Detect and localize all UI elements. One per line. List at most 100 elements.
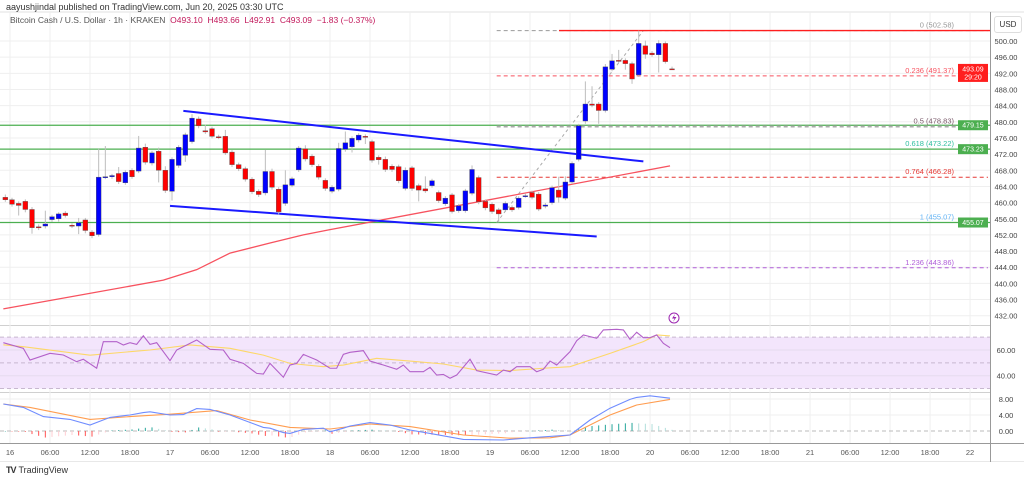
candle <box>622 58 628 70</box>
candle <box>342 131 348 152</box>
candle-body <box>222 136 228 154</box>
macd-histogram-bar <box>458 431 460 436</box>
candle <box>536 192 542 212</box>
macd-histogram-bar <box>411 431 413 435</box>
candle <box>129 168 135 179</box>
candle-body <box>502 203 508 211</box>
candle <box>322 178 328 191</box>
candle-body <box>476 177 482 202</box>
candle-body <box>136 147 142 172</box>
candle-body <box>529 192 535 198</box>
candle-body <box>582 103 588 122</box>
ohlc-open: O493.10 <box>170 15 203 25</box>
candle-body <box>422 188 428 192</box>
candle <box>289 176 295 188</box>
macd-histogram-bar <box>24 431 26 432</box>
candle-body <box>409 167 415 189</box>
candle <box>156 147 162 183</box>
candle <box>276 187 282 215</box>
tradingview-logo[interactable]: TV TradingView <box>6 465 68 475</box>
candle-body <box>142 147 148 163</box>
macd-line <box>3 395 671 441</box>
candle <box>462 188 468 213</box>
price-axis-label: 452.00 <box>995 231 1018 240</box>
candle <box>456 203 462 213</box>
rsi-ma-line <box>3 334 671 372</box>
candle <box>9 197 15 207</box>
macd-histogram-bar <box>378 429 380 431</box>
macd-histogram-bar <box>304 431 306 433</box>
macd-histogram-bar <box>131 429 133 431</box>
macd-histogram-bar <box>31 431 33 435</box>
time-axis-label: 12:00 <box>241 448 260 457</box>
candle <box>102 146 108 180</box>
candle <box>316 164 322 180</box>
candle <box>196 116 202 129</box>
macd-histogram-bar <box>251 431 253 434</box>
candle <box>16 201 22 216</box>
candle <box>122 170 128 185</box>
candle <box>516 196 522 210</box>
candle <box>262 149 268 196</box>
price-badge-bg <box>958 217 988 228</box>
time-axis-label: 18 <box>326 448 334 457</box>
macd-histogram-bar <box>331 431 333 434</box>
candle <box>362 134 368 145</box>
time-axis-label: 21 <box>806 448 814 457</box>
macd-histogram-bar <box>4 431 6 432</box>
candle-body <box>456 205 462 211</box>
candle <box>149 150 155 166</box>
ohlc-low: L492.91 <box>244 15 276 25</box>
candle <box>269 168 275 190</box>
candle <box>642 40 648 59</box>
price-axis-label: 496.00 <box>995 53 1018 62</box>
candle <box>256 189 262 197</box>
candle-body <box>389 166 395 170</box>
candle-body <box>436 192 442 201</box>
macd-histogram-bar <box>631 422 633 431</box>
macd-histogram-bar <box>491 431 493 434</box>
macd-histogram-bar <box>78 431 80 436</box>
candle <box>582 81 588 124</box>
price-axis-label: 448.00 <box>995 247 1018 256</box>
candle <box>402 167 408 191</box>
ema-line <box>3 165 671 310</box>
time-axis-label: 18:00 <box>441 448 460 457</box>
macd-histogram-bar <box>138 428 140 431</box>
macd-histogram-bar <box>51 431 53 437</box>
price-badge: 455.07 <box>958 217 988 228</box>
candle <box>576 123 582 162</box>
candle-body <box>216 136 222 138</box>
macd-histogram-bar <box>584 427 586 431</box>
currency-button[interactable]: USD <box>994 16 1022 33</box>
candle <box>449 192 455 214</box>
rsi-axis-label: 40.00 <box>997 372 1016 381</box>
candle-body <box>16 203 22 206</box>
candle-body <box>369 141 375 161</box>
price-axis-label: 440.00 <box>995 279 1018 288</box>
candle <box>296 146 302 172</box>
candle-body <box>309 155 315 165</box>
price-axis-label: 460.00 <box>995 199 1018 208</box>
lightning-icon[interactable] <box>668 312 680 324</box>
macd-histogram-bar <box>191 429 193 431</box>
candle-body <box>669 68 675 71</box>
candle-body <box>636 43 642 76</box>
time-axis-label: 18:00 <box>601 448 620 457</box>
time-axis-label: 12:00 <box>81 448 100 457</box>
channel-trendline <box>169 204 597 238</box>
macd-histogram-bar <box>431 431 433 435</box>
candle-body <box>249 178 255 192</box>
macd-histogram-bar <box>611 424 613 431</box>
candle-body <box>82 219 88 231</box>
candle-body <box>489 204 495 212</box>
candle <box>189 114 195 144</box>
price-badge: 473.23 <box>958 144 988 155</box>
macd-histogram-bar <box>38 431 40 436</box>
macd-histogram-bar <box>638 423 640 431</box>
macd-histogram-bar <box>438 431 440 435</box>
macd-histogram-bar <box>224 431 226 432</box>
macd-histogram-bar <box>264 431 266 436</box>
tradingview-logo-text: TradingView <box>18 465 69 475</box>
